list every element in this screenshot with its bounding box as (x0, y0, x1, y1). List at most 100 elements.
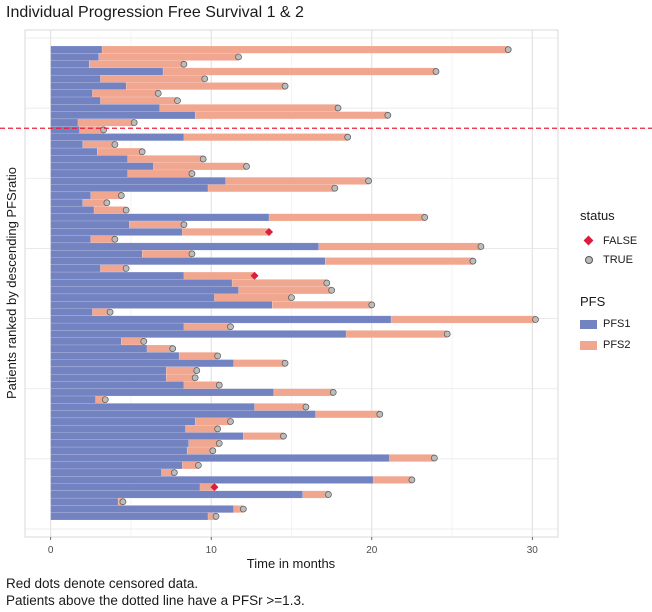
bar-pfs1 (50, 359, 234, 368)
point-event (191, 374, 199, 382)
bar-pfs1 (50, 53, 100, 61)
bar-pfs2 (159, 104, 339, 112)
point-event (169, 345, 177, 352)
point-event (101, 396, 109, 404)
point-event (329, 389, 337, 396)
bar-pfs1 (50, 133, 185, 141)
point-event (239, 505, 247, 513)
bar-pfs2 (100, 74, 206, 83)
bar-pfs1 (50, 512, 209, 521)
bar-pfs2 (389, 454, 435, 462)
bar-pfs2 (90, 235, 116, 244)
point-event (504, 46, 512, 53)
bar-pfs2 (233, 359, 286, 368)
point-event (323, 279, 331, 287)
point-event (227, 323, 234, 331)
bar-pfs2 (273, 388, 334, 397)
point-event (328, 286, 335, 294)
bar-pfs1 (50, 104, 161, 112)
legend-item-false: FALSE (580, 232, 637, 249)
point-event (180, 60, 188, 68)
point-event (214, 425, 222, 433)
bar-pfs1 (50, 206, 95, 214)
point-event (243, 162, 250, 170)
point-event (117, 192, 125, 199)
point-event (235, 53, 242, 61)
bar-pfs2 (127, 155, 204, 163)
bar-pfs1 (50, 344, 148, 353)
point-event (532, 316, 539, 323)
bar-pfs2 (194, 417, 231, 426)
legend-status: status FALSE TRUE (580, 208, 637, 266)
bar-pfs1 (50, 366, 167, 375)
point-event (111, 235, 119, 243)
bar-pfs2 (243, 432, 284, 440)
bar-pfs2 (272, 301, 372, 309)
bar-pfs2 (325, 257, 474, 265)
bar-pfs2 (225, 177, 369, 185)
legend-pfs-title: PFS (580, 294, 606, 309)
point-event (469, 257, 477, 265)
point-event (421, 214, 429, 221)
bar-pfs2 (183, 133, 348, 141)
bar-pfs1 (50, 476, 374, 484)
x-axis-label: Time in months (247, 556, 336, 571)
circle-icon (580, 251, 597, 268)
legend-item-pfs2: PFS2 (580, 339, 631, 351)
legend-pfs1-label: PFS1 (603, 318, 631, 330)
point-event (227, 418, 234, 425)
bar-pfs2 (214, 293, 292, 302)
point-event (280, 432, 287, 440)
bar-pfs2 (188, 439, 220, 448)
bar-pfs1 (50, 410, 316, 419)
bar-pfs2 (146, 344, 173, 353)
point-event (443, 330, 451, 338)
bar-pfs1 (50, 169, 128, 178)
bar-pfs2 (183, 381, 220, 389)
point-event (331, 184, 339, 192)
bar-pfs2 (318, 242, 482, 251)
bar-pfs1 (50, 505, 234, 513)
bar-pfs1 (50, 461, 183, 470)
bar-pfs2 (178, 352, 218, 360)
bar-pfs2 (302, 490, 329, 499)
legend-true-marker (584, 255, 593, 264)
point-event (215, 440, 223, 447)
bar-pfs2 (390, 315, 536, 324)
bar-pfs2 (98, 53, 239, 61)
point-censored (250, 271, 259, 280)
point-censored (265, 227, 274, 236)
bar-pfs1 (50, 301, 273, 309)
bar-pfs1 (50, 191, 92, 200)
bar-pfs1 (50, 184, 209, 193)
bar-pfs1 (50, 147, 98, 156)
bar-pfs1 (50, 162, 154, 171)
bar-pfs2 (82, 140, 116, 149)
legend-pfs: PFS PFS1 PFS2 (580, 294, 631, 351)
legend-true-label: TRUE (603, 253, 633, 266)
point-event (212, 513, 220, 520)
bar-pfs2 (77, 118, 135, 127)
bar-pfs1 (50, 315, 392, 324)
point-event (199, 155, 207, 163)
bar-pfs2 (93, 206, 127, 214)
point-event (209, 447, 217, 455)
point-event (408, 476, 416, 484)
point-event (188, 250, 196, 258)
point-event (119, 498, 127, 506)
point-event (140, 337, 148, 345)
point-event (281, 82, 289, 90)
bar-pfs2 (100, 264, 127, 273)
bar-pfs2 (185, 425, 218, 433)
bar-pfs2 (129, 220, 185, 229)
bar-pfs1 (50, 89, 93, 98)
bar-pfs2 (166, 373, 196, 382)
point-event (214, 352, 222, 360)
point-event (111, 141, 119, 148)
legend-status-title: status (580, 208, 615, 223)
bar-pfs2 (100, 96, 178, 105)
bar-pfs2 (97, 147, 143, 156)
point-event (477, 243, 485, 250)
bar-pfs2 (127, 169, 193, 178)
bar-pfs1 (50, 177, 226, 185)
